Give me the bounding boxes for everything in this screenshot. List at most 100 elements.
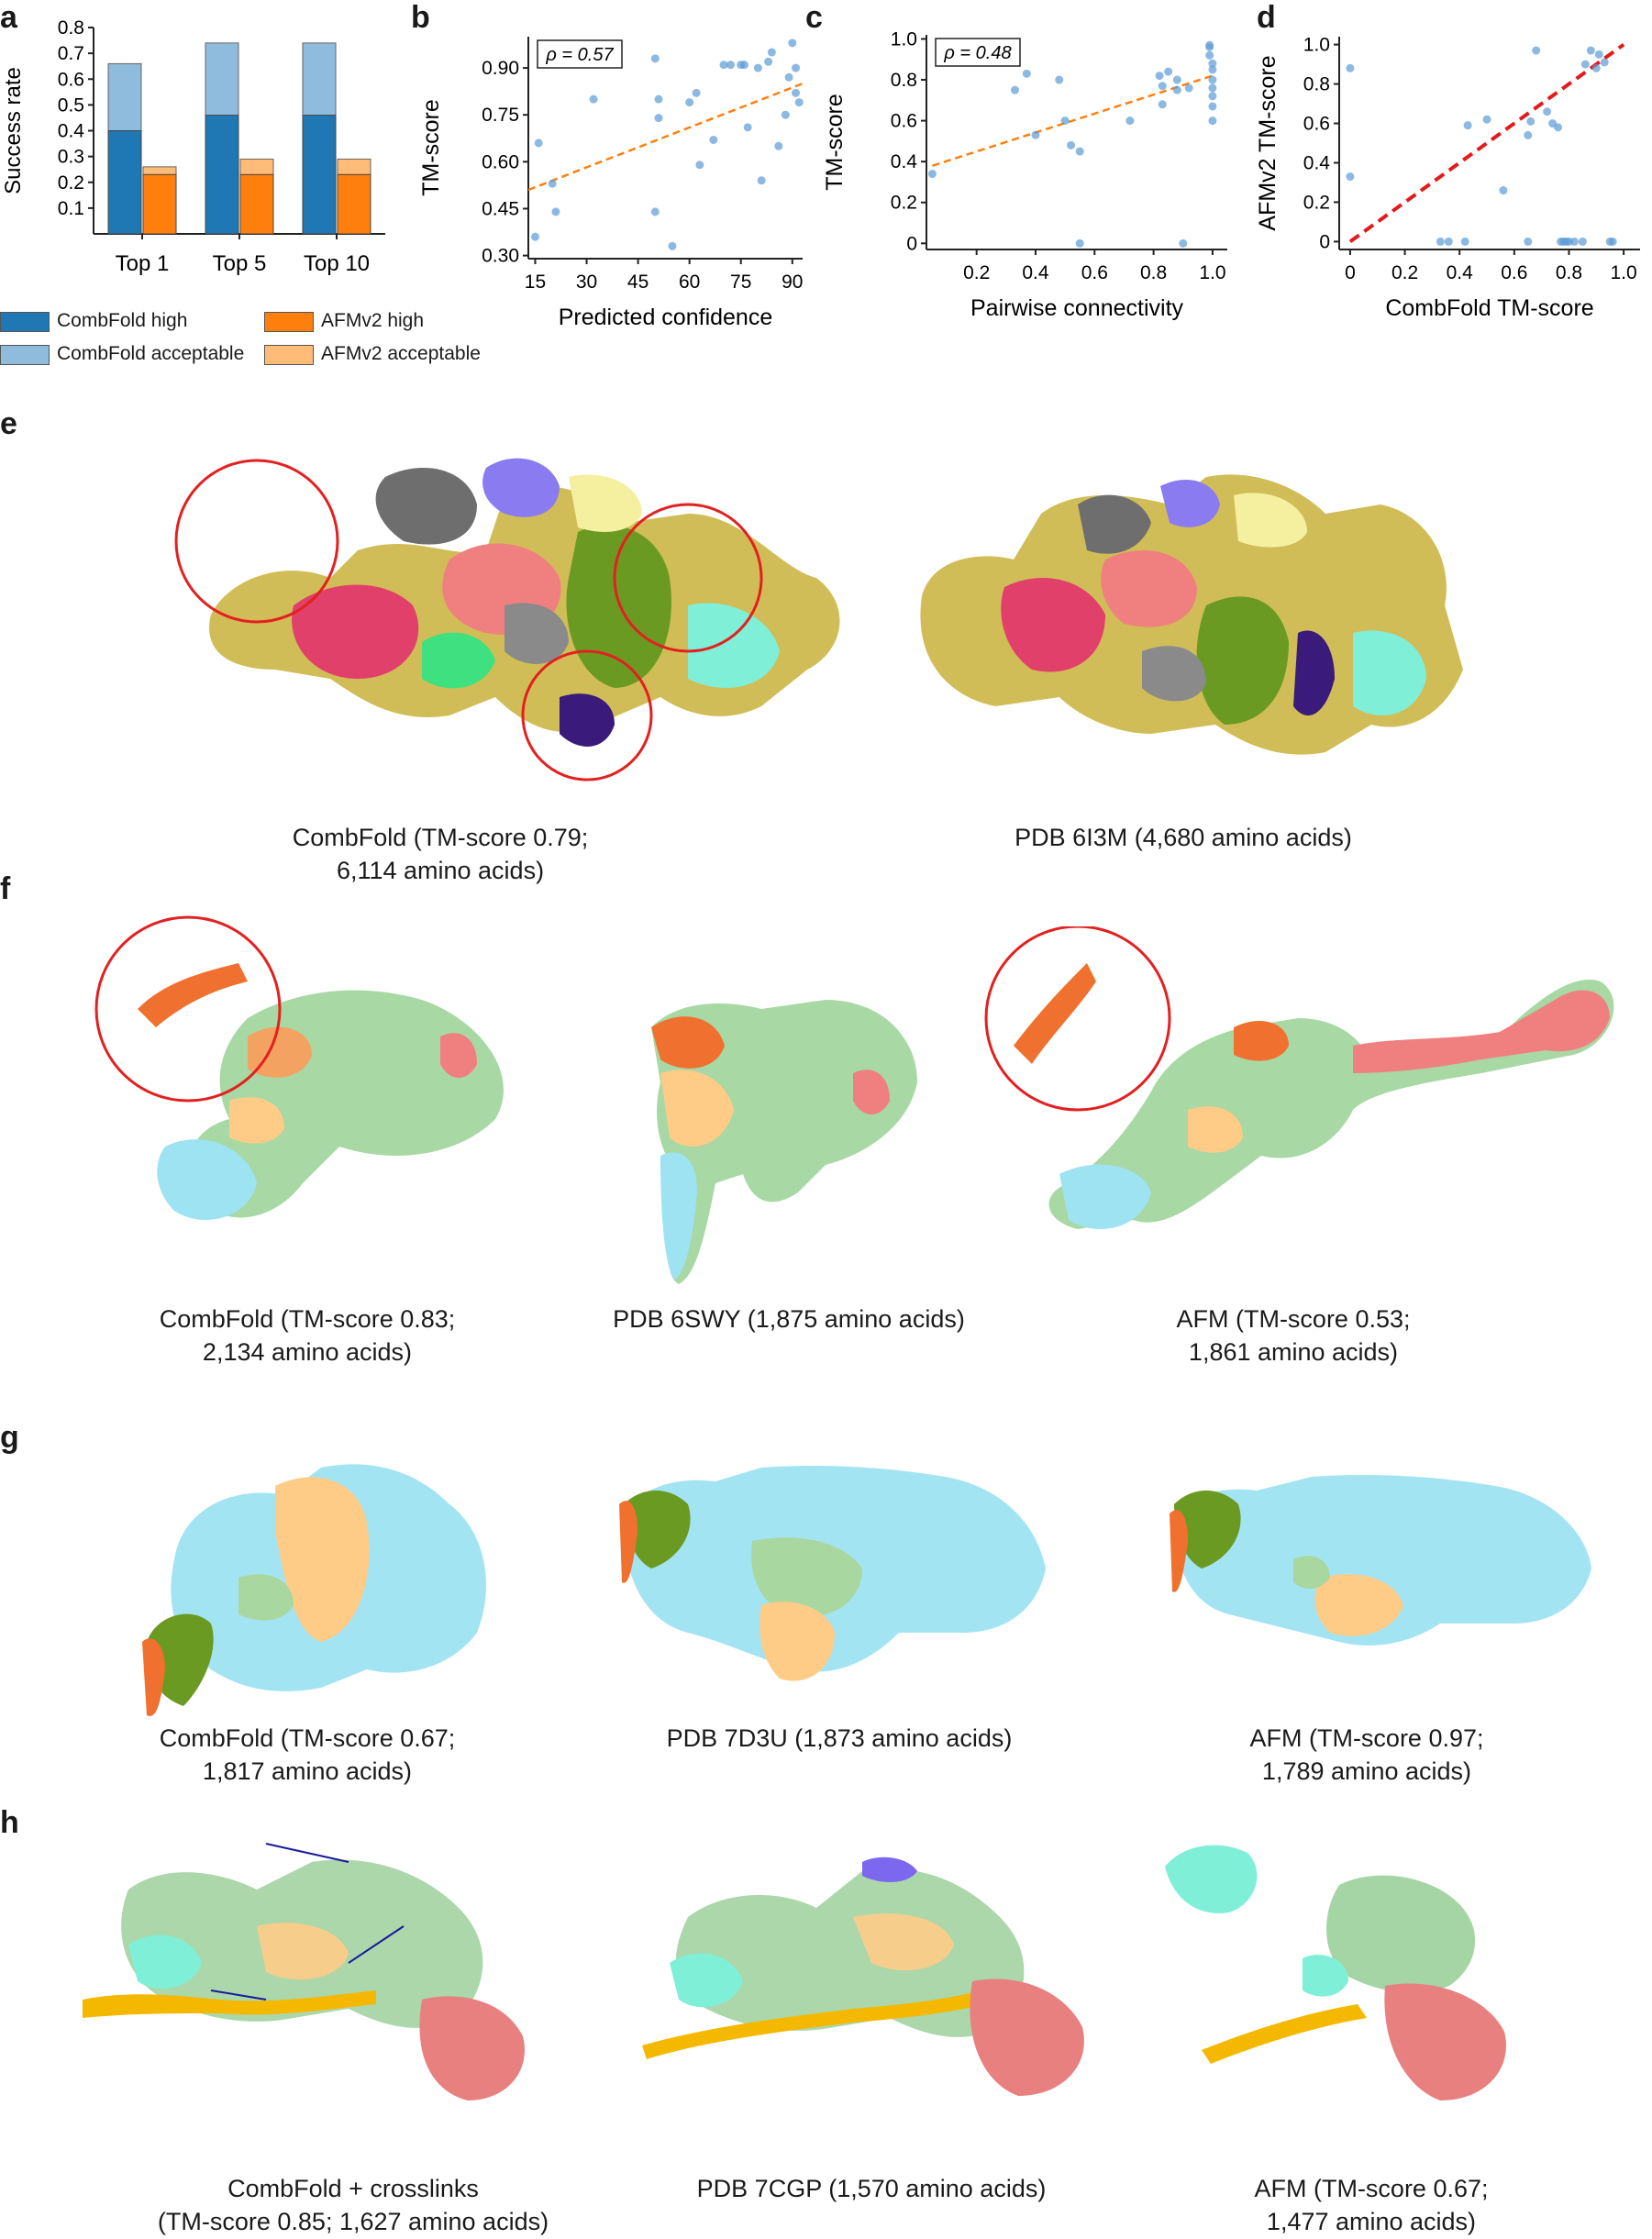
diagonal-line (1348, 42, 1625, 244)
data-point (1608, 237, 1617, 246)
data-point (719, 61, 728, 70)
structure-image-e-pdb-6i3m (920, 474, 1463, 755)
y-tick-label: 0 (906, 233, 917, 254)
x-tick-label: Top 5 (213, 251, 267, 276)
annotation-box (935, 38, 1021, 67)
caption-line: (TM-score 0.85; 1,627 amino acids) (157, 2208, 549, 2235)
bar-afmv2-high (142, 173, 177, 235)
x-tick-label: 0.6 (1081, 262, 1108, 283)
structure-image-e-combfold (174, 458, 840, 781)
legend-swatch (0, 345, 50, 365)
bar-afmv2-high (337, 173, 371, 235)
panel-label-e: e (0, 406, 17, 441)
data-point (1075, 238, 1084, 248)
y-axis-label: Success rate (1, 67, 26, 194)
x-tick-label: 0.6 (1501, 262, 1527, 283)
caption-line: AFM (TM-score 0.53; (1176, 1305, 1411, 1333)
data-point (1031, 130, 1040, 139)
data-point (1125, 116, 1135, 126)
legend-label: CombFold high (57, 310, 188, 331)
caption-line: CombFold (TM-score 0.79; (292, 824, 589, 851)
legend-label: AFMv2 high (321, 310, 425, 331)
structure-image-g-afm (1170, 1475, 1591, 1646)
data-point (781, 110, 790, 119)
data-point (1179, 238, 1188, 248)
y-tick-label: 1.0 (1303, 35, 1330, 56)
annotation-text: ρ = 0.48 (943, 43, 1011, 63)
data-point (784, 72, 793, 82)
data-point (1075, 147, 1084, 156)
data-point (1591, 63, 1601, 72)
y-tick-label: 0.7 (58, 43, 84, 64)
y-tick-label: 0.6 (58, 69, 84, 90)
y-tick-label: 0.2 (891, 193, 917, 214)
data-point (1208, 102, 1217, 111)
data-point (1158, 100, 1167, 109)
structure-image-f-combfold (94, 915, 504, 1220)
y-tick-label: 0.4 (891, 151, 918, 172)
data-point (1524, 130, 1533, 139)
y-tick-label: 0.8 (1303, 74, 1330, 95)
y-tick-label: 0.5 (58, 94, 84, 116)
y-tick-label: 1.0 (891, 28, 917, 50)
data-point (709, 135, 718, 144)
data-point (1184, 83, 1193, 93)
legend-swatch (264, 312, 314, 332)
data-point (767, 48, 776, 57)
x-tick-label: 0.2 (1391, 262, 1418, 283)
data-point (774, 141, 783, 150)
panel-label-g: g (0, 1420, 19, 1455)
data-point (1499, 186, 1508, 195)
y-tick-label: 0.4 (58, 121, 85, 142)
y-tick-label: 0.45 (482, 198, 519, 219)
data-point (1436, 237, 1445, 246)
data-point (792, 63, 801, 72)
data-point (695, 161, 704, 170)
data-point (668, 241, 677, 250)
data-point (1346, 172, 1355, 182)
data-point (1208, 92, 1217, 101)
data-point (1532, 46, 1541, 55)
data-point (1055, 75, 1064, 84)
x-tick-label: 0.8 (1140, 262, 1167, 283)
caption-line: PDB 7D3U (1,873 amino acids) (666, 1724, 1013, 1752)
bar-combfold-high (107, 130, 142, 235)
y-tick-label: 0.1 (58, 198, 84, 219)
x-tick-label: 0.4 (1447, 262, 1474, 283)
caption-line: 1,861 amino acids) (1188, 1338, 1399, 1366)
data-point (1205, 42, 1214, 51)
data-point (753, 63, 762, 72)
x-tick-label: 45 (627, 272, 649, 293)
x-tick-label: 75 (730, 272, 751, 293)
x-tick-label: 0.4 (1022, 262, 1049, 283)
legend-swatch (0, 312, 50, 332)
trend-line (527, 82, 804, 192)
structure-image-h-pdb-7cgp (642, 1857, 1084, 2096)
x-tick-label: 90 (782, 272, 803, 293)
data-point (1594, 50, 1603, 59)
y-tick-label: 0.60 (482, 151, 519, 172)
caption-line: CombFold + crosslinks (227, 2175, 479, 2202)
data-point (792, 88, 801, 97)
caption-line: 2,134 amino acids) (202, 1338, 413, 1366)
data-point (1208, 75, 1217, 84)
data-point (1022, 69, 1031, 78)
caption-line: AFM (TM-score 0.67; (1254, 2175, 1489, 2202)
y-axis-label: TM-score (822, 94, 848, 191)
caption-line: PDB 6I3M (4,680 amino acids) (1014, 824, 1352, 851)
data-point (1569, 237, 1579, 246)
data-point (1444, 237, 1453, 246)
data-point (692, 88, 701, 97)
panel-label-h: h (0, 1805, 19, 1840)
data-point (757, 176, 766, 185)
caption-line: 6,114 amino acids) (336, 857, 545, 884)
panel-label-d: d (1257, 0, 1276, 35)
y-tick-label: 0.8 (891, 70, 917, 91)
x-tick-label: 0 (1345, 262, 1356, 283)
data-point (1346, 63, 1355, 72)
x-tick-label: Top 1 (116, 251, 170, 276)
chart-c-connectivity-scatter: 0.2 0.4 0.6 0.8 1.0 0 0.2 0.4 0.6 0.8 1.0 Pairwise … (822, 28, 1227, 321)
x-tick-label: 60 (679, 272, 700, 293)
data-point (788, 39, 797, 48)
data-point (1205, 50, 1214, 60)
